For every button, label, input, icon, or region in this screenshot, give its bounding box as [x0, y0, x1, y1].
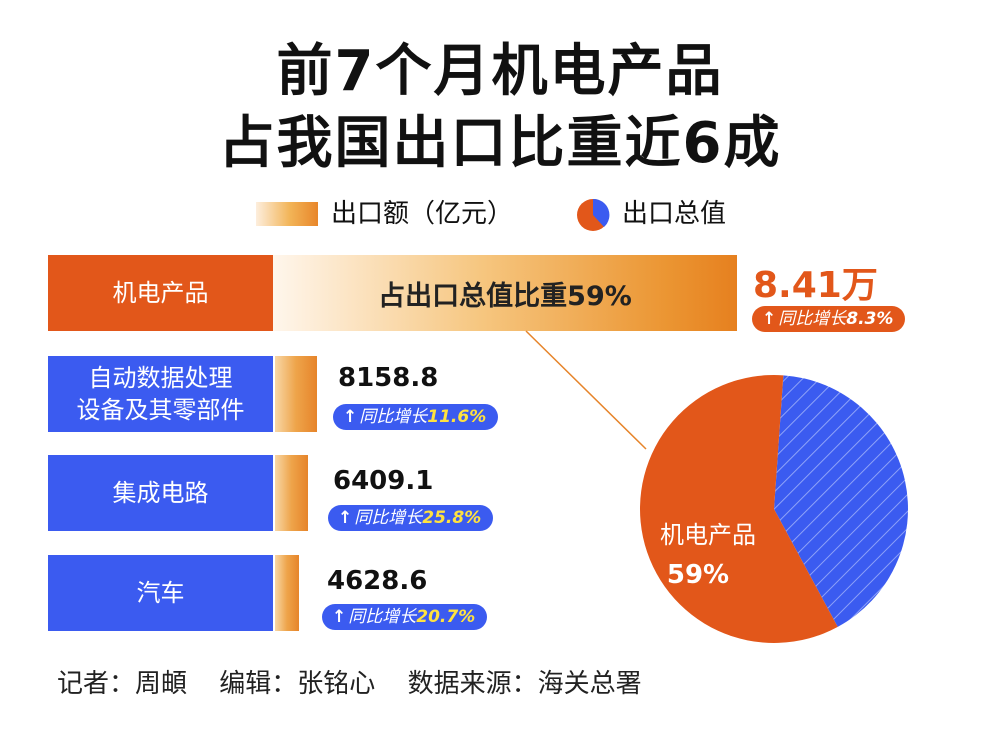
bar-computers	[275, 356, 317, 432]
growth-pct: 20.7%	[416, 607, 476, 627]
growth-badge-ic: ↑ 同比增长25.8%	[328, 505, 494, 531]
value-computers: 8158.8	[338, 363, 439, 393]
footer-source: 数据来源：海关总署	[407, 669, 642, 699]
bar-mechatronic: 占出口总值比重59%	[273, 255, 737, 331]
growth-prefix: 同比增长	[354, 508, 423, 528]
pie-slice-mechatronic	[640, 375, 838, 643]
value-auto: 4628.6	[327, 566, 428, 596]
legend-bar-swatch	[256, 202, 318, 226]
legend: 出口额（亿元） 出口总值	[0, 196, 1000, 232]
value-ic: 6409.1	[333, 466, 434, 496]
bar-ic	[275, 455, 308, 531]
legend-pie-label: 出口总值	[622, 199, 727, 229]
up-arrow-icon: ↑	[762, 309, 777, 329]
bar-label-computers-line2: 设备及其零部件	[76, 396, 245, 424]
pie-slice-pct: 59%	[667, 560, 729, 590]
growth-pct: 11.6%	[427, 407, 487, 427]
legend-pie-swatch-icon	[577, 198, 610, 231]
pie-chart: 机电产品 59%	[640, 375, 908, 643]
pie-slice-label: 机电产品	[660, 521, 756, 549]
growth-badge-mechatronic: ↑ 同比增长8.3%	[752, 306, 906, 332]
up-arrow-icon: ↑	[332, 607, 347, 627]
growth-prefix: 同比增长	[359, 407, 428, 427]
bar-label-computers-line1: 自动数据处理	[88, 364, 233, 392]
bar-label-auto: 汽车	[48, 555, 273, 631]
footer-reporter: 记者：周頔	[57, 669, 188, 699]
growth-pct: 25.8%	[422, 508, 482, 528]
value-mechatronic: 8.41万	[753, 265, 878, 306]
chart-title-line2: 占我国出口比重近6成	[218, 111, 782, 176]
bar-mechatronic-text: 占出口总值比重59%	[378, 280, 632, 312]
growth-pct: 8.3%	[846, 309, 894, 329]
growth-badge-auto: ↑ 同比增长20.7%	[322, 604, 488, 630]
bar-label-ic: 集成电路	[48, 455, 273, 531]
up-arrow-icon: ↑	[338, 508, 353, 528]
pie-slice-other	[774, 375, 908, 627]
bar-label-computers: 自动数据处理 设备及其零部件	[48, 356, 273, 432]
up-arrow-icon: ↑	[343, 407, 358, 427]
legend-bar-label: 出口额（亿元）	[331, 199, 514, 229]
growth-prefix: 同比增长	[778, 309, 847, 329]
bar-label-mechatronic: 机电产品	[48, 255, 273, 331]
footer-editor: 编辑：张铭心	[219, 669, 376, 699]
growth-badge-computers: ↑ 同比增长11.6%	[333, 404, 499, 430]
footer-credits: 记者：周頔 编辑：张铭心 数据来源：海关总署	[57, 666, 666, 702]
chart-title-line1: 前7个月机电产品	[276, 39, 724, 104]
growth-prefix: 同比增长	[348, 607, 417, 627]
bar-auto	[275, 555, 299, 631]
